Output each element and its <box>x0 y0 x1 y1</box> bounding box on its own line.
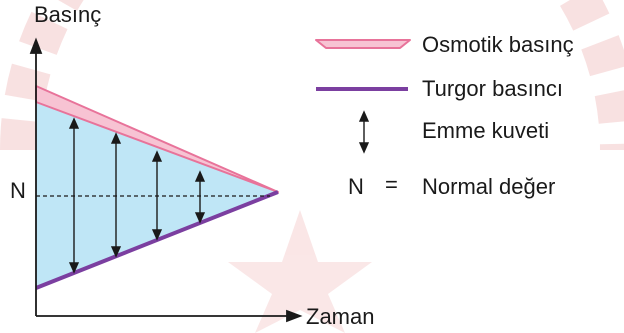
legend-equals-symbol: = <box>385 172 398 197</box>
suction-arrow <box>68 117 80 274</box>
legend-normal-symbol: N <box>348 174 364 199</box>
legend-symbols <box>315 39 411 154</box>
suction-arrow <box>110 132 122 258</box>
legend-turgor-label: Turgor basıncı <box>422 76 564 101</box>
legend-emme-label: Emme kuveti <box>422 118 550 143</box>
suction-arrows <box>68 117 206 274</box>
axes <box>29 37 303 323</box>
x-axis-label: Zaman <box>306 304 375 329</box>
legend-normal-label: Normal değer <box>422 174 556 199</box>
x-axis-arrowhead <box>286 309 303 323</box>
y-axis-arrowhead <box>29 37 43 54</box>
normal-tick-label: N <box>10 178 26 203</box>
legend-osmotic-swatch <box>315 39 411 49</box>
suction-arrow <box>194 170 206 224</box>
legend-osmotic-label: Osmotik basınç <box>422 32 574 57</box>
suction-arrow <box>151 150 163 241</box>
y-axis-label: Basınç <box>34 2 102 27</box>
legend-emme-arrow-icon <box>358 110 370 154</box>
